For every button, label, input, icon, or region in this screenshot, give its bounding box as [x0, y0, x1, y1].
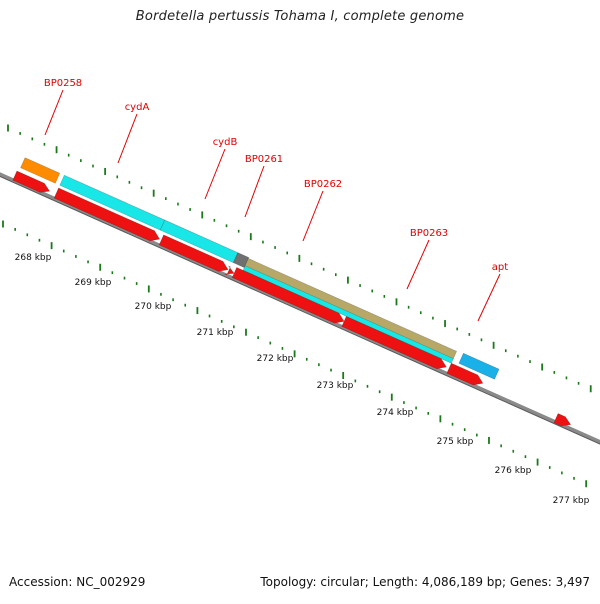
feature-apt[interactable] [458, 352, 500, 380]
scale-label-layer: 268 kbp 269 kbp 270 kbp 271 kbp 272 kbp 273 k… [15, 253, 590, 506]
gene-label-bp0262[interactable]: BP0262 [304, 179, 342, 190]
cds-next-arrow[interactable] [553, 413, 572, 427]
cds-apt-arrow[interactable] [446, 362, 484, 386]
scale-label: 274 kbp [377, 408, 414, 418]
label-leaders [44, 89, 501, 322]
scale-label: 270 kbp [135, 302, 172, 312]
genome-title: Bordetella pertussis Tohama I, complete … [135, 9, 465, 24]
outer-tick-track [7, 124, 592, 393]
label-leader-line [117, 113, 138, 164]
inner-tick-track [2, 220, 588, 488]
gene-label-bp0263[interactable]: BP0263 [410, 228, 448, 239]
feature-track [12, 157, 572, 427]
cds-cydb-arrow[interactable] [158, 234, 229, 272]
scale-label: 268 kbp [15, 253, 52, 263]
scale-label: 273 kbp [317, 381, 354, 391]
cds-bp0258-arrow[interactable] [12, 170, 51, 193]
cds-cyda-arrow[interactable] [53, 187, 161, 242]
scale-label: 276 kbp [495, 466, 532, 476]
cds-bp0262-arrow[interactable] [231, 267, 345, 324]
gene-label-layer: BP0258 cydA cydB BP0261 BP0262 BP0263 apt [44, 78, 508, 273]
gene-label-apt[interactable]: apt [492, 262, 508, 273]
accession-text: Accession: NC_002929 [9, 575, 146, 589]
feature-bp0261[interactable] [232, 252, 250, 268]
cds-bp0263-arrow[interactable] [341, 315, 447, 370]
label-leader-line [477, 273, 501, 322]
label-leader-line [406, 239, 430, 290]
feature-bp0258[interactable] [20, 157, 61, 184]
label-leader-line [44, 89, 64, 136]
gene-label-cydb[interactable]: cydB [213, 137, 238, 148]
genome-backbone [0, 172, 600, 445]
scale-label: 275 kbp [437, 437, 474, 447]
scale-label: 272 kbp [257, 354, 294, 364]
gene-label-bp0258[interactable]: BP0258 [44, 78, 82, 89]
gene-label-cyda[interactable]: cydA [125, 102, 150, 113]
cds-bp0261-arrow[interactable] [223, 265, 235, 276]
label-leader-line [244, 165, 265, 218]
scale-label: 271 kbp [197, 328, 234, 338]
scale-label: 269 kbp [75, 278, 112, 288]
backbone-shadow [0, 175, 600, 445]
label-leader-line [204, 148, 226, 200]
scale-label: 277 kbp [553, 496, 590, 506]
gene-label-bp0261[interactable]: BP0261 [245, 154, 283, 165]
label-leader-line [302, 190, 324, 242]
genome-summary-text: Topology: circular; Length: 4,086,189 bp… [260, 575, 590, 589]
feature-bp0262[interactable] [244, 258, 458, 360]
